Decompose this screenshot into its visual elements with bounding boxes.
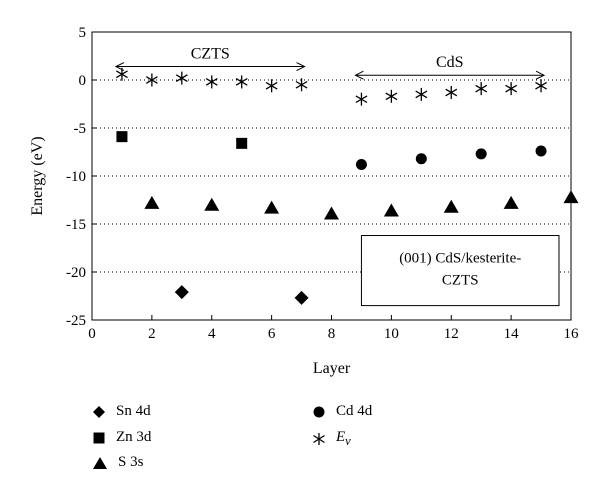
asterisk-stroke	[235, 78, 248, 86]
point-circle	[415, 153, 427, 165]
asterisk-stroke	[145, 76, 158, 84]
point-asterisk	[145, 73, 158, 87]
y-axis-label: Energy (eV)	[29, 136, 46, 215]
info-box-frame	[360, 235, 560, 307]
asterisk-stroke	[415, 90, 428, 99]
point-circle	[475, 148, 487, 160]
point-circle	[355, 158, 367, 170]
y-tick-label: 0	[79, 73, 87, 89]
y-tick-label: -10	[66, 169, 86, 185]
asterisk-stroke	[205, 78, 218, 86]
x-tick-label: 2	[148, 326, 156, 342]
point-asterisk	[355, 92, 368, 106]
point-triangle	[204, 197, 220, 211]
info-box: (001) CdS/kesterite- CZTS	[360, 235, 560, 307]
x-tick-label: 10	[384, 326, 399, 342]
point-asterisk	[415, 87, 428, 101]
x-axis-label: Layer	[313, 360, 351, 377]
x-tick-label: 0	[88, 326, 96, 342]
axis-ticks: 50-5-10-15-20-250 2 4 6 8 10 12 14 16	[66, 25, 579, 342]
annotation-label: CZTS	[191, 46, 230, 63]
point-asterisk	[535, 79, 547, 93]
point-asterisk	[235, 75, 248, 89]
point-diamond	[294, 290, 309, 305]
x-tick-label: 6	[268, 326, 276, 342]
point-triangle	[324, 206, 339, 220]
asterisk-stroke	[116, 70, 128, 79]
point-asterisk	[295, 78, 308, 92]
y-tick-label: -15	[66, 217, 86, 233]
point-asterisk	[205, 75, 218, 89]
point-asterisk	[385, 89, 398, 103]
asterisk-stroke	[265, 81, 278, 90]
y-tick-label: -5	[74, 121, 87, 137]
point-asterisk	[445, 85, 458, 99]
point-square	[236, 137, 248, 149]
annotation-label: CdS	[436, 54, 464, 71]
y-tick-label: -20	[66, 265, 86, 281]
asterisk-stroke	[385, 92, 398, 101]
x-tick-label: 4	[208, 326, 216, 342]
point-asterisk	[116, 67, 128, 81]
point-triangle	[144, 195, 160, 209]
data-points	[116, 67, 579, 305]
point-asterisk	[265, 79, 278, 93]
x-tick-label: 8	[328, 326, 336, 342]
point-circle	[535, 145, 547, 157]
point-triangle	[383, 203, 399, 217]
asterisk-stroke	[475, 84, 488, 93]
asterisk-stroke	[505, 84, 518, 93]
info-box-line1: (001) CdS/kesterite-	[399, 251, 521, 267]
arrow-right-icon	[296, 62, 306, 72]
annotations: CZTS CdS	[114, 46, 546, 80]
x-tick-label: 12	[444, 326, 459, 342]
point-triangle	[563, 190, 579, 204]
arrow-left-icon	[114, 62, 125, 72]
arrow-right-icon	[535, 70, 546, 80]
x-tick-label: 16	[564, 326, 580, 342]
y-tick-label: 5	[79, 25, 87, 41]
point-triangle	[264, 200, 280, 214]
point-square	[116, 131, 128, 143]
y-tick-label: -25	[66, 313, 86, 329]
point-diamond	[174, 285, 189, 300]
x-tick-label: 14	[504, 326, 520, 342]
asterisk-stroke	[445, 88, 458, 97]
asterisk-stroke	[295, 80, 308, 89]
asterisk-stroke	[535, 81, 547, 90]
point-triangle	[503, 195, 519, 209]
point-asterisk	[175, 71, 188, 85]
asterisk-stroke	[175, 74, 188, 82]
point-triangle	[443, 199, 459, 213]
point-asterisk	[475, 82, 488, 96]
info-box-line2: CZTS	[442, 273, 479, 289]
arrow-left-icon	[354, 70, 364, 80]
point-asterisk	[505, 82, 518, 96]
asterisk-stroke	[355, 95, 368, 104]
